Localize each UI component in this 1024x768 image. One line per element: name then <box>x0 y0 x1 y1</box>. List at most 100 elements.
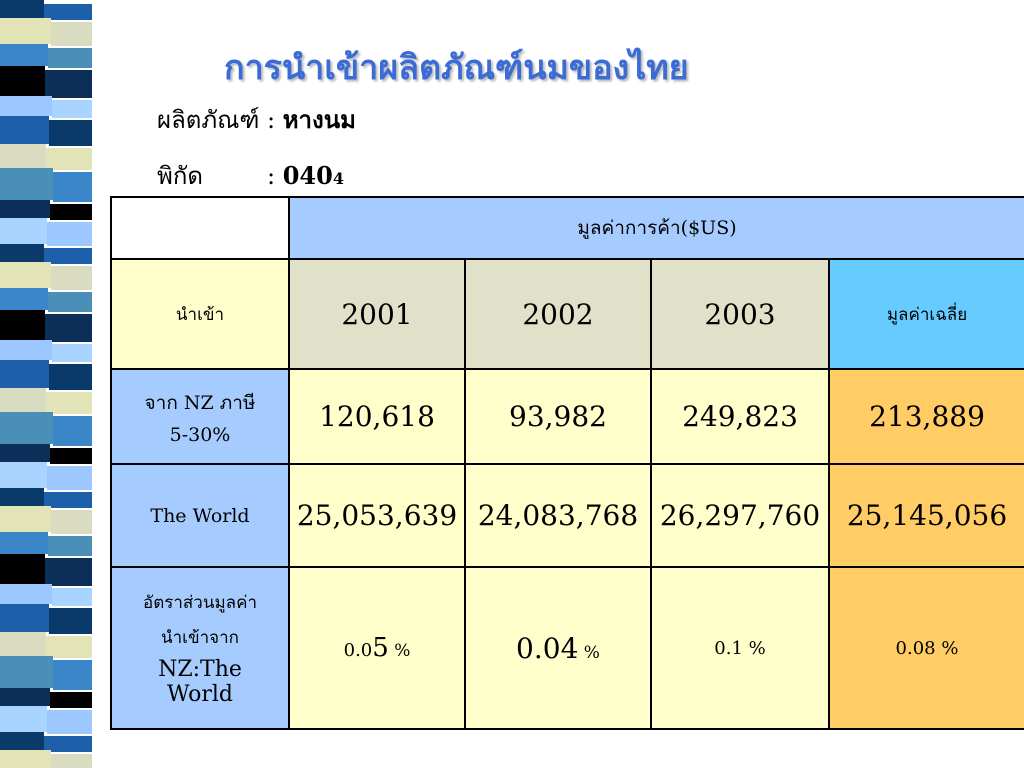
stripe-block <box>0 388 46 412</box>
stripe-block <box>0 96 52 116</box>
stripe-block <box>48 292 92 312</box>
trade-value-header: มูลค่าการค้า($US) <box>288 196 1024 260</box>
ratio-label-line: นำเข้าจาก <box>161 628 239 648</box>
stripe-block <box>46 148 92 170</box>
code-value: 040 <box>282 161 333 190</box>
stripe-block <box>0 632 46 656</box>
product-value: หางนม <box>282 105 356 134</box>
stripe-block <box>50 204 92 220</box>
ratio-cell-2001: 0.05 % <box>288 566 466 730</box>
stripe-block <box>44 736 92 752</box>
stripe-block <box>0 706 47 732</box>
page-title: การนำเข้าผลิตภัณฑ์นมของไทย <box>224 48 689 88</box>
row-label-line: จาก NZ ภาษี <box>144 391 256 414</box>
stripe-block <box>0 218 47 244</box>
stripe-block <box>0 732 44 750</box>
stripe-block <box>45 314 92 342</box>
stripe-block <box>52 100 92 118</box>
stripe-block <box>49 608 92 634</box>
stripe-block <box>53 660 92 690</box>
stripe-block <box>46 392 92 414</box>
import-table: มูลค่าการค้า($US) นำเข้า 2001 2002 2003 … <box>110 196 1024 730</box>
value-cell: 24,083,768 <box>464 463 652 568</box>
ratio-label-line: World <box>167 682 233 707</box>
import-label-cell: นำเข้า <box>110 258 290 370</box>
stripe-block <box>47 466 92 490</box>
ratio-unit: % <box>578 642 600 663</box>
stripe-block <box>48 536 92 556</box>
stripe-block <box>0 116 49 144</box>
stripe-block <box>47 222 92 246</box>
stripe-block <box>0 554 45 584</box>
stripe-block <box>0 340 52 360</box>
ratio-cell-2003: 0.1 % <box>650 566 830 730</box>
stripe-block <box>0 462 47 488</box>
table-row: จาก NZ ภาษี 5-30% 120,618 93,982 249,823… <box>110 368 1024 465</box>
stripe-block <box>0 444 50 462</box>
stripe-block <box>0 488 44 506</box>
stripe-block <box>0 168 53 200</box>
stripe-block <box>0 144 46 168</box>
stripe-block <box>48 48 92 68</box>
code-suffix: 4 <box>332 169 344 188</box>
stripe-block <box>0 0 44 18</box>
stripe-block <box>0 750 51 768</box>
stripe-block <box>0 604 49 632</box>
stripe-block <box>0 244 44 262</box>
code-label: พิกัด <box>157 162 203 190</box>
ratio-label-line: อัตราส่วนมูลค่า <box>142 593 257 613</box>
ratio-value: 0.04 <box>516 631 579 665</box>
table-row: The World 25,053,639 24,083,768 26,297,7… <box>110 463 1024 568</box>
stripe-block <box>0 288 48 310</box>
ratio-row: อัตราส่วนมูลค่า นำเข้าจาก NZ:The World 0… <box>110 566 1024 730</box>
ratio-unit: % <box>388 641 411 661</box>
ratio-digit: 5 <box>372 633 389 663</box>
stripe-block <box>51 510 92 534</box>
year-2002-header: 2002 <box>464 258 652 370</box>
stripe-block <box>50 448 92 464</box>
value-cell: 120,618 <box>288 368 466 465</box>
stripe-block <box>0 584 52 604</box>
row-label-line: 5-30% <box>169 423 231 446</box>
year-header-row: นำเข้า 2001 2002 2003 มูลค่าเฉลี่ย <box>110 258 1024 370</box>
stripe-block <box>52 344 92 362</box>
stripe-block <box>49 364 92 390</box>
stripe-block <box>0 200 50 218</box>
value-cell: 93,982 <box>464 368 652 465</box>
stripe-block <box>0 506 51 532</box>
stripe-block <box>44 492 92 508</box>
code-separator: : <box>267 162 276 190</box>
product-line: ผลิตภัณฑ์ : หางนม <box>157 100 356 139</box>
stripe-block <box>53 172 92 202</box>
average-cell: 25,145,056 <box>828 463 1024 568</box>
ratio-label-line: NZ:The <box>158 657 242 682</box>
empty-header-cell <box>110 196 290 260</box>
stripe-block <box>53 416 92 446</box>
stripe-block <box>52 588 92 606</box>
ratio-prefix: 0.0 <box>343 640 373 661</box>
ratio-average-cell: 0.08 % <box>828 566 1024 730</box>
product-label: ผลิตภัณฑ์ : <box>157 106 276 134</box>
stripe-block <box>46 636 92 658</box>
year-2003-header: 2003 <box>650 258 830 370</box>
stripe-block <box>45 70 92 98</box>
stripe-block <box>49 120 92 146</box>
stripe-block <box>0 66 45 96</box>
stripe-block <box>51 266 92 290</box>
stripe-block <box>44 4 92 20</box>
year-2001-header: 2001 <box>288 258 466 370</box>
stripe-block <box>0 688 50 706</box>
ratio-cell-2002: 0.04 % <box>464 566 652 730</box>
code-line: พิกัด: 0404 <box>157 156 344 195</box>
value-cell: 26,297,760 <box>650 463 830 568</box>
stripe-block <box>0 656 53 688</box>
stripe-block <box>0 310 45 340</box>
average-cell: 213,889 <box>828 368 1024 465</box>
average-header: มูลค่าเฉลี่ย <box>828 258 1024 370</box>
table-header-row: มูลค่าการค้า($US) <box>110 196 1024 260</box>
row-label-nz: จาก NZ ภาษี 5-30% <box>110 368 290 465</box>
row-label-world: The World <box>110 463 290 568</box>
stripe-block <box>51 754 92 768</box>
stripe-block <box>0 360 49 388</box>
stripe-block <box>50 692 92 708</box>
